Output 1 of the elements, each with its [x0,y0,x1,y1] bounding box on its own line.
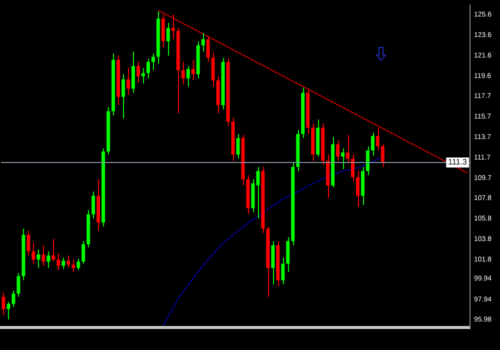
ref-line-label: 111.3 [448,158,468,167]
